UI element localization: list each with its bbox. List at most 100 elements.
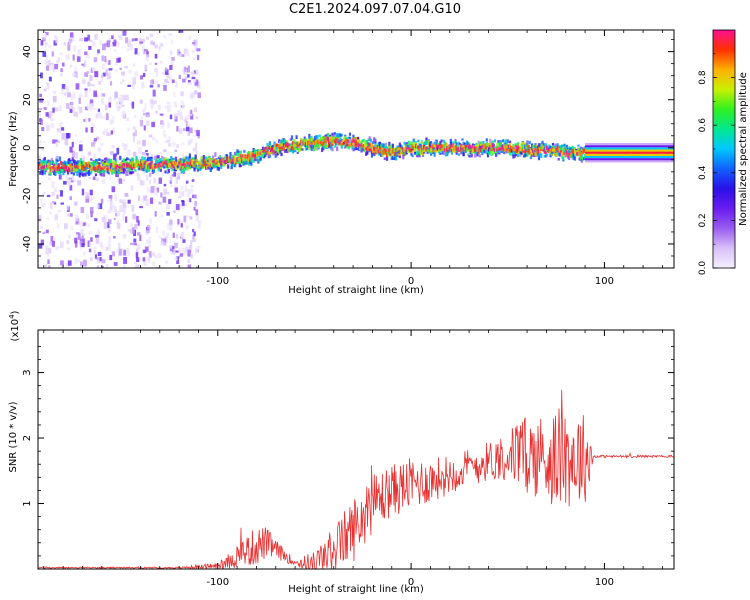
spectral-cell — [273, 150, 276, 155]
noise-speck — [142, 38, 146, 43]
spectral-cell — [276, 146, 280, 150]
noise-speck — [38, 243, 43, 249]
noise-speck — [108, 195, 113, 199]
spectral-cell — [568, 152, 571, 158]
spectral-cell — [543, 146, 546, 150]
spectral-cell — [535, 148, 538, 154]
spectral-cell — [149, 161, 152, 167]
noise-speck — [74, 201, 78, 206]
spectral-cell — [130, 164, 133, 170]
noise-speck — [142, 72, 146, 77]
spectral-cell — [145, 162, 149, 167]
spectral-cell — [355, 147, 359, 151]
spectral-cell — [213, 161, 216, 164]
spectral-cell — [151, 164, 154, 168]
spectral-cell — [308, 145, 311, 150]
spectral-cell — [398, 150, 401, 154]
spectral-cell — [537, 150, 541, 154]
noise-speck — [39, 93, 42, 98]
spectral-cell — [499, 141, 502, 146]
noise-speck — [63, 41, 66, 46]
noise-speck — [142, 139, 146, 146]
spectral-cell — [460, 144, 463, 148]
spectral-cell — [391, 143, 394, 149]
spectral-cell — [171, 165, 174, 169]
spectral-cell — [454, 145, 457, 149]
spectral-cell — [417, 139, 420, 143]
spectral-cell — [360, 140, 363, 143]
spectral-cell — [61, 166, 64, 170]
noise-speck — [57, 57, 60, 63]
spectral-cell — [210, 165, 214, 170]
spectral-cell — [478, 142, 481, 147]
noise-speck — [83, 59, 87, 67]
spectral-cell — [152, 168, 156, 173]
noise-speck — [42, 37, 46, 42]
spectral-cell — [78, 163, 81, 169]
spectral-cell — [325, 134, 328, 138]
spectral-cell — [384, 150, 388, 154]
spectral-cell — [282, 147, 285, 151]
spectral-cell — [95, 166, 99, 171]
spectral-cell — [504, 144, 507, 148]
noise-speck — [193, 206, 196, 211]
spectral-cell — [351, 146, 354, 150]
noise-speck — [143, 261, 147, 267]
spectral-cell — [467, 146, 470, 151]
noise-speck — [84, 106, 89, 111]
spectral-cell — [543, 143, 546, 148]
noise-speck — [174, 149, 178, 152]
noise-speck — [139, 234, 142, 241]
spectral-cell — [91, 167, 94, 172]
spectral-cell — [89, 165, 92, 168]
spectral-cell — [501, 139, 505, 143]
noise-speck — [48, 265, 51, 268]
noise-speck — [163, 149, 167, 152]
spectral-cell — [555, 152, 558, 157]
spectral-cell — [148, 166, 151, 171]
spectral-cell — [338, 137, 341, 140]
spectral-cell — [573, 156, 577, 161]
spectral-cell — [346, 141, 349, 144]
noise-speck — [73, 179, 77, 182]
spectral-cell — [101, 162, 104, 167]
noise-speck — [109, 151, 114, 155]
noise-speck — [101, 55, 104, 62]
noise-speck — [126, 250, 130, 256]
spectral-cell — [505, 145, 508, 151]
spectral-cell — [565, 150, 568, 155]
noise-speck — [104, 104, 108, 111]
spectral-cell — [43, 156, 46, 161]
noise-speck — [123, 249, 127, 256]
colorbar-tick-label: 0.6 — [698, 118, 708, 133]
spectral-cell — [78, 172, 81, 178]
spectral-cell — [445, 142, 448, 146]
spectral-cell — [536, 148, 539, 154]
noise-speck — [186, 199, 190, 203]
spectral-cell — [192, 165, 195, 169]
spectral-cell — [404, 151, 407, 156]
spectral-cell — [187, 162, 190, 166]
spectral-cell — [510, 148, 513, 153]
spectral-cell — [418, 142, 421, 147]
noise-speck — [121, 71, 125, 76]
spectral-cell — [119, 164, 122, 167]
spectral-cell — [310, 147, 313, 151]
spectral-cell — [237, 157, 240, 160]
spectral-cell — [122, 158, 125, 163]
spectral-cell — [365, 141, 368, 146]
spectral-cell — [199, 166, 202, 171]
noise-speck — [184, 187, 188, 193]
noise-speck — [47, 100, 50, 106]
spectral-cell — [237, 152, 240, 158]
spectral-cell — [107, 162, 110, 167]
spectral-cell — [347, 136, 350, 139]
spectral-cell — [203, 164, 207, 169]
noise-speck — [54, 63, 59, 70]
spectral-cell — [541, 143, 544, 147]
spectral-cell — [170, 164, 173, 168]
noise-speck — [143, 195, 148, 201]
spectral-cell — [489, 145, 492, 150]
spectral-cell — [394, 157, 397, 161]
spectral-cell — [540, 153, 543, 159]
